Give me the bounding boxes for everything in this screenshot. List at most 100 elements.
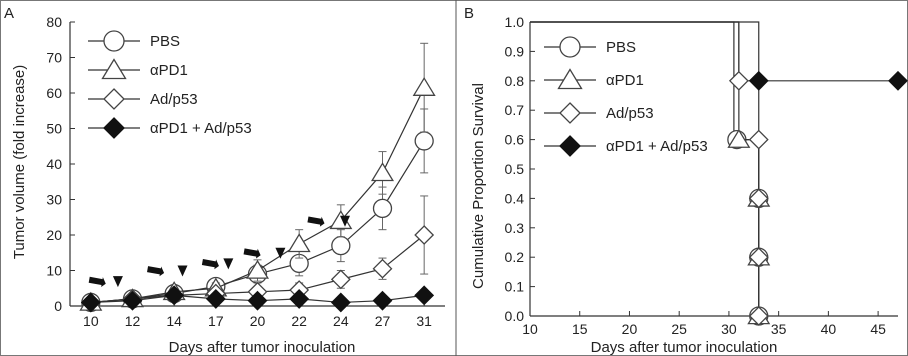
y-tick-label-b: 0.5 [505,161,525,177]
data-point-a [287,233,311,253]
x-tick-label-b: 40 [821,321,837,337]
x-tick-label-a: 22 [291,313,307,329]
y-tick-label-a: 50 [46,121,62,137]
y-tick-label-a: 70 [46,50,62,66]
legend-item-a: PBS [88,30,180,52]
data-point-a [289,288,310,309]
treatment-arrow-shape [307,216,325,227]
panel-letter-b: B [464,5,474,22]
survival-point [748,188,769,209]
x-axis-title-a: Days after tumor inoculation [169,339,356,356]
y-tick-label-b: 0.0 [505,308,525,324]
survival-point [728,70,749,91]
legend-item-b: Ad/p53 [544,102,654,124]
x-tick-label-b: 45 [870,321,886,337]
legend-marker-a [103,117,125,139]
legend-marker-b [559,36,581,58]
y-axis-title-b: Cumulative Proportion Survival [470,83,487,289]
x-tick-label-a: 12 [125,313,141,329]
legend-label-a: Ad/p53 [150,91,198,108]
legend-marker-a [103,88,125,110]
treatment-triangle [275,247,286,259]
legend-label-a: αPD1 + Ad/p53 [150,120,252,137]
legend-label-b: αPD1 + Ad/p53 [606,138,708,155]
legend-item-a: αPD1 + Ad/p53 [88,117,252,139]
treatment-arrow-shape [201,259,219,270]
y-tick-label-b: 0.2 [505,249,525,265]
y-tick-label-a: 40 [46,156,62,172]
survival-point [727,128,751,148]
data-point-a [330,292,351,313]
data-point-a [205,288,226,309]
panel-letter-a: A [4,5,14,22]
survival-point [748,70,769,91]
legend-item-b: αPD1 + Ad/p53 [544,135,708,157]
data-point-a [414,285,435,306]
x-tick-label-b: 15 [572,321,588,337]
y-tick-label-b: 0.4 [505,190,525,206]
data-point-a [414,225,435,245]
axes-b: 0.0 0.1 0.2 0.3 0.4 0.5 0.6 0.7 0.8 0.9 1.0 10 15 20 2… [505,14,898,337]
treatment-arrow-shape [147,266,165,277]
survival-point [748,306,769,326]
data-point-a [247,290,268,311]
treatment-arrow-shape [243,248,261,259]
x-tick-label-a: 31 [416,313,432,329]
treatment-arrow [243,248,261,259]
x-tick-label-b: 30 [721,321,737,337]
survival-point [748,129,769,150]
y-tick-label-b: 0.9 [505,43,525,59]
legend-marker-a [101,58,127,80]
x-tick-label-b: 20 [622,321,638,337]
treatment-arrow [201,259,219,270]
legend-item-b: αPD1 [544,68,644,90]
y-axis-title-a: Tumor volume (fold increase) [11,65,28,260]
legend-label-b: Ad/p53 [606,105,654,122]
data-point-a [372,198,393,219]
x-tick-label-a: 27 [375,313,391,329]
data-point-a [80,292,101,313]
legend-marker-b [559,135,581,157]
treatment-arrow [88,276,106,287]
legend-item-b: PBS [544,36,636,58]
data-point-a [122,290,143,311]
y-tick-label-b: 0.1 [505,279,525,295]
y-tick-label-b: 0.7 [505,102,525,118]
marks-a [79,42,436,313]
x-tick-label-a: 14 [166,313,182,329]
x-tick-label-b: 25 [671,321,687,337]
treatment-arrow [307,216,325,227]
data-point-a [372,258,393,279]
legend-marker-b [559,102,581,124]
x-tick-label-a: 20 [250,313,266,329]
x-tick-label-a: 10 [83,313,99,329]
y-tick-label-a: 80 [46,14,62,30]
y-tick-label-a: 30 [46,192,62,208]
x-tick-label-b: 10 [522,321,538,337]
x-axis-title-b: Days after tumor inoculation [591,339,778,356]
legend-item-a: Ad/p53 [88,88,198,110]
y-tick-label-a: 0 [54,298,62,314]
x-tick-label-b: 35 [771,321,787,337]
panel-a: A Tumor volume (fold increase) Days afte… [4,5,445,356]
treatment-triangle [112,276,123,288]
x-tick-label-a: 24 [333,313,349,329]
legend-item-a: αPD1 [88,58,188,80]
data-point-a [414,131,434,151]
legend-a: PBS αPD1 Ad/p53 αPD1 + Ad/p53 [88,30,252,139]
y-tick-label-a: 60 [46,85,62,101]
y-tick-label-a: 10 [46,263,62,279]
x-tick-label-a: 17 [208,313,224,329]
legend-label-b: αPD1 [606,72,644,89]
y-tick-label-b: 0.6 [505,132,525,148]
treatment-arrow [147,266,165,277]
treatment-triangle [223,258,234,270]
legend-b: PBS αPD1 Ad/p53 αPD1 + Ad/p53 [544,36,708,157]
treatment-triangle [177,265,188,277]
data-point-a [412,76,436,96]
legend-label-a: αPD1 [150,62,188,79]
data-point-a [370,162,395,182]
data-point-a [164,285,185,306]
legend-marker-b [557,68,583,90]
